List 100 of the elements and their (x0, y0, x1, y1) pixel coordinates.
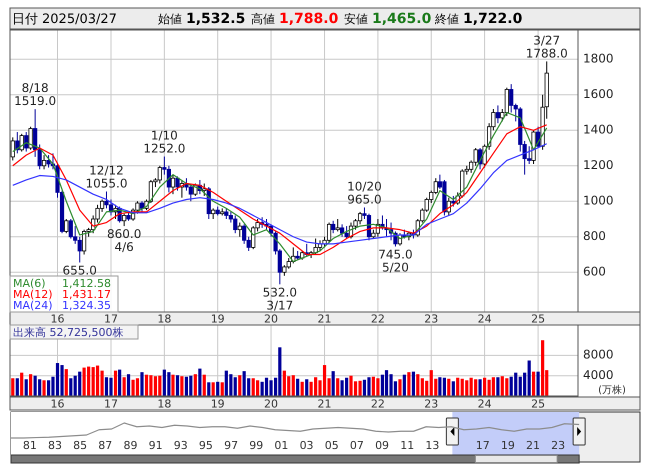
x-tick-label: 20 (264, 398, 278, 411)
bar (149, 375, 153, 396)
candlestick (170, 174, 176, 195)
x-tick-label: 91 (148, 439, 163, 452)
bar (532, 372, 536, 396)
candlestick (331, 220, 336, 234)
candlestick (202, 183, 206, 196)
annotation: 532.0 3/17 (262, 285, 297, 312)
candlestick (46, 154, 51, 168)
bar (220, 382, 224, 396)
y-tick-label: 8000 (583, 348, 614, 362)
y-tick-label: 1000 (583, 194, 614, 208)
chart-title: 出来高 52,725,500株 (13, 326, 124, 339)
bar (184, 376, 188, 396)
bar (140, 372, 144, 396)
x-tick-label: 19 (210, 398, 225, 411)
candlestick (10, 136, 15, 161)
x-tick-label: 24 (478, 398, 492, 411)
bar (536, 372, 540, 396)
x-tick-label: 16 (50, 312, 65, 326)
bar (442, 378, 446, 396)
bar (29, 374, 32, 396)
candlestick (140, 200, 144, 212)
bar (114, 370, 118, 396)
bar (336, 378, 340, 396)
bar (402, 374, 406, 396)
y-tick-label: 1800 (583, 52, 614, 66)
x-tick-label: 89 (123, 439, 138, 452)
text: 終値 1,722.0 (434, 11, 523, 27)
y-tick-label: 600 (583, 264, 606, 279)
bar (24, 379, 28, 396)
y-tick-label: 1200 (583, 158, 614, 172)
y-tick-label: 1400 (583, 122, 614, 137)
annotation: 1/10 1252.0 (143, 128, 186, 156)
candlestick (446, 197, 451, 216)
bar (198, 368, 202, 396)
y-axis-title: (万株) (598, 384, 626, 396)
candlestick (15, 132, 20, 154)
x-tick-label: 95 (198, 439, 213, 452)
x-tick-label: 87 (98, 439, 112, 452)
x-tick-label: 18 (157, 312, 172, 326)
bar (16, 378, 19, 396)
candlestick (358, 211, 362, 225)
bar (216, 382, 220, 396)
x-tick-label: 19 (210, 312, 225, 326)
annotation: 10/20 965.0 (347, 179, 382, 206)
x-tick-label: 01 (274, 439, 288, 452)
candlestick (64, 218, 68, 234)
annotation: 745.0 5/20 (378, 248, 413, 275)
x-tick-label: 97 (224, 439, 238, 452)
bar (478, 379, 482, 396)
bar (11, 378, 14, 396)
bar (212, 382, 215, 396)
bar (144, 374, 148, 396)
x-tick-label: 23 (551, 439, 566, 452)
bar (202, 374, 206, 396)
x-tick-label: 99 (249, 439, 264, 452)
y-tick-label: 800 (583, 229, 606, 244)
y-tick-label: 4000 (583, 368, 614, 382)
x-tick-label: 05 (324, 439, 339, 452)
bar (264, 378, 268, 396)
bar (82, 368, 86, 396)
x-tick-label: 83 (48, 439, 62, 452)
x-tick-label: 22 (370, 398, 385, 411)
x-tick-label: 93 (174, 439, 188, 452)
candlestick (211, 208, 216, 220)
x-tick-label: 23 (424, 312, 438, 326)
candlestick (233, 214, 238, 234)
annotation: 655.0 (62, 263, 97, 278)
bar (194, 374, 197, 396)
bar (104, 377, 108, 396)
bar (332, 371, 335, 396)
candlestick (340, 224, 344, 238)
bar (376, 378, 380, 396)
bar (109, 378, 113, 396)
bar (60, 365, 64, 396)
x-tick-label: 25 (531, 398, 546, 411)
candlestick (24, 132, 28, 152)
bar (189, 376, 192, 396)
candlestick (158, 165, 162, 184)
bar (176, 375, 180, 396)
bar (238, 375, 242, 396)
bar (118, 370, 122, 396)
bar (340, 380, 344, 396)
bar (158, 376, 162, 396)
candlestick (496, 104, 500, 124)
x-tick-label: 21 (318, 312, 332, 326)
bar (367, 377, 371, 396)
bar (296, 378, 300, 396)
x-tick-label: 11 (400, 439, 414, 452)
bar (483, 378, 486, 396)
bar (447, 378, 450, 396)
bar (384, 370, 388, 396)
annotation: 12/12 1055.0 (85, 164, 128, 190)
bar (407, 372, 410, 396)
bar (300, 382, 304, 396)
x-tick-label: 17 (476, 439, 490, 452)
x-tick-label: 17 (104, 312, 118, 326)
x-tick-label: 13 (425, 439, 440, 452)
bar (180, 376, 184, 396)
